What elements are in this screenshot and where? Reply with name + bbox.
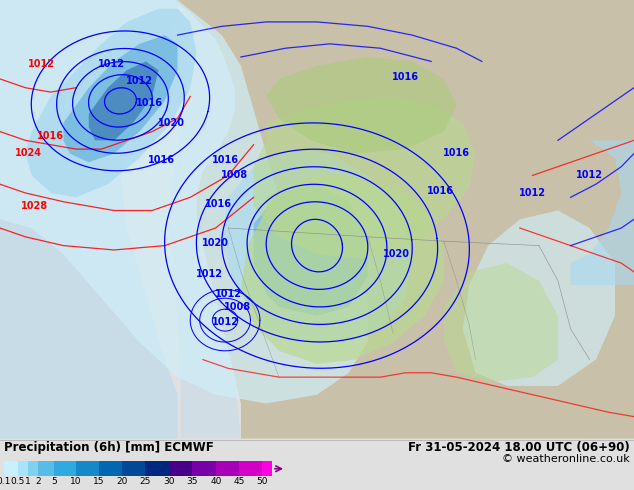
Polygon shape — [222, 149, 412, 342]
Bar — [169, 461, 192, 476]
Text: 1016: 1016 — [148, 155, 175, 165]
Text: 1028: 1028 — [22, 201, 48, 211]
Text: 40: 40 — [210, 477, 222, 486]
Text: Precipitation (6h) [mm] ECMWF: Precipitation (6h) [mm] ECMWF — [4, 441, 214, 454]
Text: 5: 5 — [51, 477, 57, 486]
Text: 0.5: 0.5 — [11, 477, 25, 486]
Polygon shape — [583, 153, 634, 439]
Text: 1008: 1008 — [224, 302, 251, 312]
Polygon shape — [266, 57, 456, 153]
Text: 1012: 1012 — [519, 188, 546, 198]
Text: 35: 35 — [186, 477, 198, 486]
Text: 1020: 1020 — [202, 239, 229, 248]
Bar — [76, 461, 99, 476]
Text: 20: 20 — [116, 477, 127, 486]
Text: 1012: 1012 — [196, 269, 223, 279]
Text: 25: 25 — [139, 477, 151, 486]
Text: 1016: 1016 — [392, 72, 419, 82]
Text: 1024: 1024 — [15, 148, 42, 158]
Text: 1016: 1016 — [205, 199, 232, 209]
Text: 30: 30 — [163, 477, 175, 486]
Text: 1012: 1012 — [576, 171, 603, 180]
Polygon shape — [444, 263, 558, 382]
Bar — [28, 461, 38, 476]
Text: 15: 15 — [93, 477, 105, 486]
Text: 1: 1 — [25, 477, 31, 486]
Text: 1016: 1016 — [37, 131, 64, 141]
Text: 1012: 1012 — [98, 59, 124, 69]
Text: 1016: 1016 — [136, 98, 162, 108]
Text: 1012: 1012 — [215, 289, 242, 299]
Text: 50: 50 — [256, 477, 268, 486]
Text: 1012: 1012 — [212, 318, 238, 327]
Text: 1016: 1016 — [427, 186, 454, 196]
Polygon shape — [0, 0, 368, 403]
Bar — [4, 461, 18, 476]
Text: 1016: 1016 — [212, 155, 238, 165]
Polygon shape — [241, 175, 444, 364]
Polygon shape — [174, 0, 634, 439]
Bar — [145, 461, 169, 476]
Bar — [99, 461, 122, 476]
Polygon shape — [254, 97, 476, 259]
Text: 0.1: 0.1 — [0, 477, 11, 486]
Bar — [216, 461, 239, 476]
Bar — [18, 461, 28, 476]
Text: © weatheronline.co.uk: © weatheronline.co.uk — [502, 454, 630, 465]
Polygon shape — [0, 0, 178, 439]
Text: 1020: 1020 — [383, 249, 410, 259]
Bar — [262, 461, 272, 476]
Polygon shape — [463, 211, 615, 386]
Bar — [122, 461, 145, 476]
Polygon shape — [25, 9, 197, 197]
Text: 1012: 1012 — [28, 59, 55, 69]
Polygon shape — [170, 0, 241, 439]
Text: 1008: 1008 — [221, 171, 248, 180]
Polygon shape — [254, 184, 368, 316]
Bar — [192, 461, 216, 476]
Polygon shape — [63, 35, 178, 162]
Text: 1020: 1020 — [158, 118, 184, 128]
Polygon shape — [89, 61, 158, 140]
Text: 1016: 1016 — [443, 148, 470, 158]
Text: 2: 2 — [36, 477, 41, 486]
Polygon shape — [571, 140, 634, 285]
Bar — [239, 461, 262, 476]
Text: Fr 31-05-2024 18.00 UTC (06+90): Fr 31-05-2024 18.00 UTC (06+90) — [408, 441, 630, 454]
Text: 45: 45 — [233, 477, 245, 486]
Bar — [54, 461, 76, 476]
Text: 10: 10 — [70, 477, 82, 486]
Text: 1012: 1012 — [126, 76, 153, 86]
Bar — [38, 461, 54, 476]
